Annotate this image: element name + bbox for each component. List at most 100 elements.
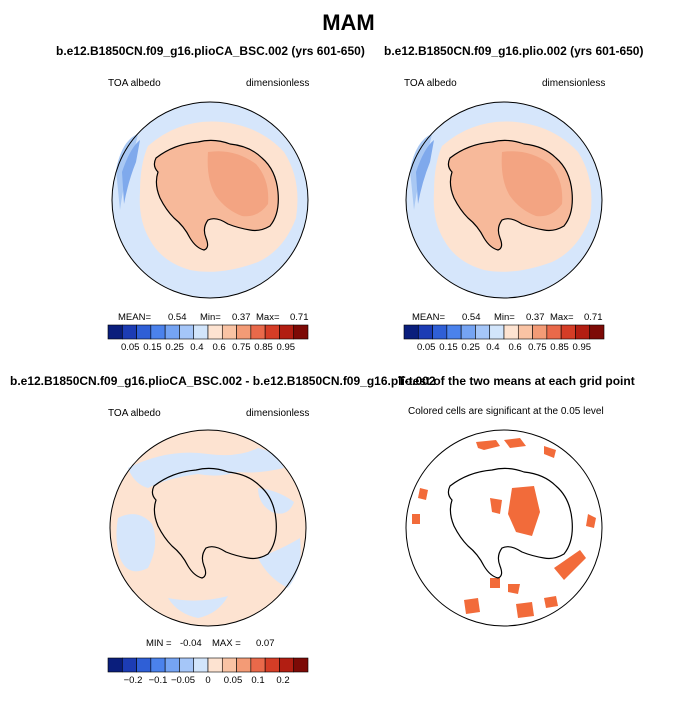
colorbar-tick-label: 0.4 bbox=[486, 342, 500, 353]
min-label-bottom-left: MIN = bbox=[146, 638, 172, 649]
significant-cell-cluster bbox=[508, 486, 540, 536]
colorbar-bottom-left bbox=[107, 657, 309, 673]
panel-title-top-left: b.e12.B1850CN.f09_g16.plioCA_BSC.002 (yr… bbox=[56, 44, 365, 58]
units-label-top-right: dimensionless bbox=[542, 78, 606, 89]
colorbar-swatch bbox=[164, 657, 180, 673]
colorbar-swatch bbox=[150, 657, 166, 673]
colorbar-swatch bbox=[207, 657, 223, 673]
colorbar-swatch bbox=[221, 657, 237, 673]
significant-cell-cluster bbox=[418, 488, 428, 500]
colorbar-swatch bbox=[403, 324, 419, 340]
mean-value-top-right: 0.54 bbox=[462, 312, 481, 323]
ocean-deep-patch bbox=[122, 140, 140, 204]
map-boundary bbox=[405, 429, 603, 627]
colorbar-tick-label: 0.6 bbox=[508, 342, 522, 353]
max-label-top-right: Max= bbox=[550, 312, 574, 323]
colorbar-tick-label: 0.05 bbox=[120, 342, 140, 353]
min-label-top-left: Min= bbox=[200, 312, 221, 323]
colorbar-swatch bbox=[164, 324, 180, 340]
mean-value-top-left: 0.54 bbox=[168, 312, 187, 323]
colorbar-swatch bbox=[475, 324, 491, 340]
colorbar-swatch bbox=[136, 324, 152, 340]
units-label-top-left: dimensionless bbox=[246, 78, 310, 89]
panel-title-top-right: b.e12.B1850CN.f09_g16.plio.002 (yrs 601-… bbox=[384, 44, 644, 58]
max-label-top-left: Max= bbox=[256, 312, 280, 323]
colorbar-swatch bbox=[546, 324, 562, 340]
colorbar-top-right bbox=[403, 324, 605, 340]
colorbar-swatch bbox=[575, 324, 591, 340]
significant-cell-cluster bbox=[490, 578, 500, 588]
colorbar-swatch bbox=[517, 324, 533, 340]
colorbar-swatch bbox=[193, 324, 209, 340]
colorbar-tick-label: 0.25 bbox=[165, 342, 184, 353]
main-title: MAM bbox=[322, 10, 375, 35]
colorbar-tick-label: 0.15 bbox=[143, 342, 162, 353]
colorbar-tick-label: 0.4 bbox=[190, 342, 204, 353]
significant-cell-cluster bbox=[544, 596, 558, 608]
colorbar-swatch bbox=[121, 324, 137, 340]
colorbar-swatch bbox=[446, 324, 462, 340]
variable-label-top-left: TOA albedo bbox=[108, 78, 161, 89]
colorbar-tick-label: 0.95 bbox=[572, 342, 592, 353]
colorbar-labels-top-right: 0.05 0.15 0.25 0.4 0.6 0.75 0.85 0.95 bbox=[404, 342, 604, 354]
colorbar-labels-top-left: 0.05 0.15 0.25 0.4 0.6 0.75 0.85 0.95 bbox=[108, 342, 308, 354]
colorbar-tick-label: 0.75 bbox=[232, 342, 251, 353]
colorbar-swatch bbox=[264, 324, 280, 340]
antarctica-outline bbox=[447, 467, 573, 579]
significant-cell-cluster bbox=[544, 446, 556, 458]
colorbar-swatch bbox=[560, 324, 576, 340]
colorbar-tick-label: 0.85 bbox=[254, 342, 273, 353]
colorbar-swatch bbox=[121, 657, 137, 673]
max-value-bottom-left: 0.07 bbox=[256, 638, 275, 649]
colorbar-swatch bbox=[207, 324, 223, 340]
mean-label-top-left: MEAN= bbox=[118, 312, 151, 323]
polar-map-bottom-left bbox=[109, 429, 307, 627]
colorbar-swatch bbox=[236, 657, 252, 673]
significant-cell-cluster bbox=[554, 550, 586, 580]
colorbar-swatch bbox=[589, 324, 605, 340]
colorbar-swatch bbox=[503, 324, 519, 340]
colorbar-tick-label: 0.2 bbox=[276, 675, 290, 686]
significant-cell-cluster bbox=[476, 440, 500, 450]
variable-label-top-right: TOA albedo bbox=[404, 78, 457, 89]
colorbar-swatch bbox=[279, 324, 295, 340]
colorbar-tick-label: −0.1 bbox=[148, 675, 168, 686]
map-background bbox=[406, 430, 602, 626]
antarctica-outline bbox=[151, 467, 277, 579]
colorbar-swatch bbox=[417, 324, 433, 340]
colorbar-swatch bbox=[293, 324, 309, 340]
min-value-bottom-left: -0.04 bbox=[180, 638, 202, 649]
colorbar-swatch bbox=[236, 324, 252, 340]
colorbar-tick-label: 0 bbox=[205, 675, 211, 686]
colorbar-swatch bbox=[107, 657, 123, 673]
polar-map-bottom-right bbox=[405, 429, 603, 627]
colorbar-tick-label: 0.75 bbox=[528, 342, 547, 353]
colorbar-tick-label: −0.05 bbox=[171, 675, 196, 686]
min-value-top-left: 0.37 bbox=[232, 312, 251, 323]
mean-label-top-right: MEAN= bbox=[412, 312, 445, 323]
colorbar-swatch bbox=[179, 657, 195, 673]
significant-cell-cluster bbox=[504, 438, 526, 448]
significant-cell-cluster bbox=[464, 598, 480, 614]
polar-map-top-left bbox=[111, 101, 309, 299]
colorbar-swatch bbox=[432, 324, 448, 340]
map-boundary bbox=[109, 429, 307, 627]
max-label-bottom-left: MAX = bbox=[212, 638, 241, 649]
colorbar-swatch bbox=[136, 657, 152, 673]
colorbar-tick-label: 0.95 bbox=[276, 342, 296, 353]
negative-difference-region bbox=[258, 538, 301, 588]
significant-cell-cluster bbox=[516, 602, 534, 618]
significant-cells bbox=[412, 438, 596, 618]
colorbar-swatch bbox=[489, 324, 505, 340]
map-boundary bbox=[111, 101, 309, 299]
east-antarctic-plateau bbox=[501, 151, 563, 217]
colorbar-swatch bbox=[193, 657, 209, 673]
significant-cell-cluster bbox=[412, 514, 420, 524]
significant-cell-cluster bbox=[586, 514, 596, 528]
significant-cell-cluster bbox=[490, 498, 502, 514]
variable-label-bottom-left: TOA albedo bbox=[108, 408, 161, 419]
colorbar-swatch bbox=[250, 324, 266, 340]
colorbar-swatch bbox=[107, 324, 123, 340]
colorbar-tick-label: 0.85 bbox=[550, 342, 569, 353]
panel-title-bottom-right: T-test of the two means at each grid poi… bbox=[398, 374, 635, 388]
